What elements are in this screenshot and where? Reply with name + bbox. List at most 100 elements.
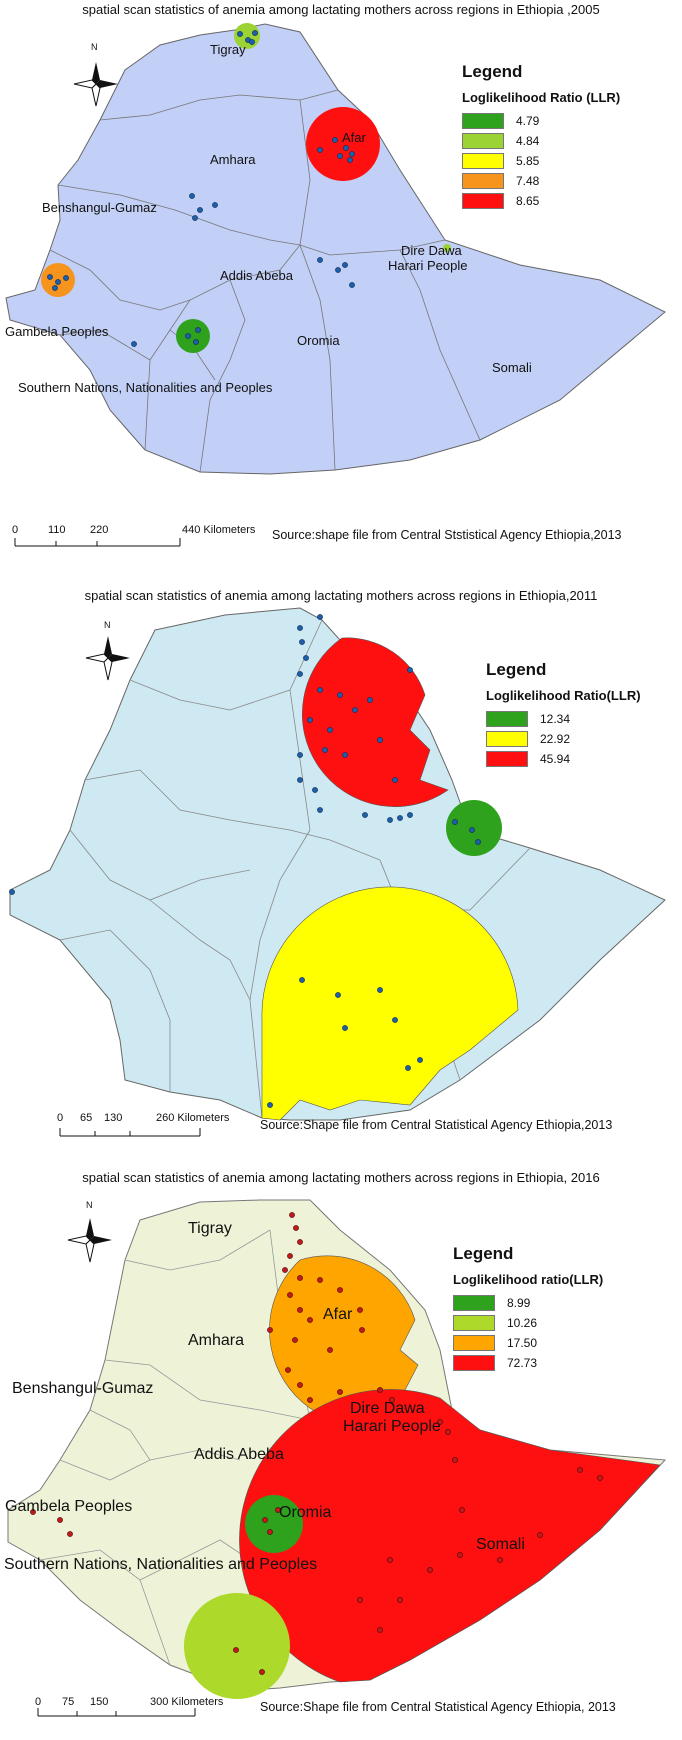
region-label-afar: Afar xyxy=(323,1306,353,1323)
legend-item: 5.85 xyxy=(462,151,620,171)
region-label-gambela: Gambela Peoples xyxy=(5,1498,133,1515)
region-borders xyxy=(59,619,531,1119)
cluster-diredawa-4.79 xyxy=(443,244,451,252)
legend-2011: Legend Loglikelihood Ratio(LLR) 12.34 22… xyxy=(486,660,641,769)
source-note: Source:Shape file from Central Statistic… xyxy=(260,1118,613,1132)
legend-label: 22.92 xyxy=(540,732,571,746)
region-label-snnp: Southern Nations, Nationalities and Peop… xyxy=(4,1556,318,1573)
map-2016 xyxy=(7,1199,667,1717)
cluster-afar-45.94 xyxy=(302,637,449,807)
scale-label: 0 xyxy=(12,524,19,536)
scale-label: 0 xyxy=(35,1696,42,1708)
region-label-oromia: Oromia xyxy=(279,1504,332,1521)
legend-subtitle: Loglikelihood Ratio(LLR) xyxy=(486,688,641,703)
legend-item: 4.84 xyxy=(462,131,620,151)
legend-label: 8.65 xyxy=(516,194,540,208)
legend-item: 10.26 xyxy=(453,1313,603,1333)
legend-label: 4.84 xyxy=(516,134,540,148)
legend-label: 8.99 xyxy=(507,1296,531,1310)
region-label-amhara: Amhara xyxy=(188,1332,245,1349)
legend-item: 4.79 xyxy=(462,111,620,131)
scale-label: 110 xyxy=(48,524,66,536)
map-title: spatial scan statistics of anemia among … xyxy=(82,2,600,17)
region-label-diredawa: Dire Dawa xyxy=(350,1400,425,1417)
map-panel-2011: spatial scan statistics of anemia among … xyxy=(0,580,682,1160)
scale-label: 130 xyxy=(104,1112,123,1124)
region-label-snnp: Southern Nations, Nationalities and Peop… xyxy=(18,380,273,395)
region-label-addis: Addis Abeba xyxy=(194,1446,284,1463)
scale-label: 300 Kilometers xyxy=(150,1696,224,1708)
cluster-oromia-8.99 xyxy=(245,1495,303,1553)
ethiopia-outline xyxy=(5,23,666,475)
map-2005 xyxy=(5,23,666,547)
map-title: spatial scan statistics of anemia among … xyxy=(84,588,598,603)
legend-2005: Legend Loglikelihood Ratio (LLR) 4.79 4.… xyxy=(462,62,620,211)
region-label-oromia: Oromia xyxy=(297,333,340,348)
legend-label: 5.85 xyxy=(516,154,540,168)
region-label-benshangul: Benshangul-Gumaz xyxy=(12,1380,154,1397)
region-label-somali: Somali xyxy=(492,360,532,375)
map-title: spatial scan statistics of anemia among … xyxy=(82,1170,600,1185)
region-label-harari: Harari People xyxy=(343,1418,441,1435)
sample-points-2016 xyxy=(30,1212,603,1675)
scale-label: 220 xyxy=(90,524,109,536)
region-label-amhara: Amhara xyxy=(210,152,256,167)
legend-title: Legend xyxy=(486,660,547,679)
sample-points-2005 xyxy=(47,30,355,347)
source-note: Source:shape file from Central Ststistic… xyxy=(272,528,622,542)
legend-2016: Legend Loglikelihood ratio(LLR) 8.99 10.… xyxy=(453,1244,603,1373)
region-label-afar: Afar xyxy=(342,130,366,145)
cluster-south-10.26 xyxy=(184,1593,290,1699)
scale-label: 0 xyxy=(57,1112,64,1124)
region-borders xyxy=(49,89,481,473)
map-2011 xyxy=(9,607,666,1137)
legend-title: Legend xyxy=(453,1244,514,1263)
north-label: N xyxy=(86,1200,93,1210)
cluster-snnp-4.79 xyxy=(176,319,210,353)
region-label-benshangul: Benshangul-Gumaz xyxy=(42,200,157,215)
region-label-tigray: Tigray xyxy=(210,42,246,57)
legend-item: 72.73 xyxy=(453,1353,603,1373)
region-borders xyxy=(39,1229,311,1690)
scale-bar xyxy=(59,1128,201,1137)
legend-item: 12.34 xyxy=(486,709,641,729)
legend-label: 7.48 xyxy=(516,174,540,188)
north-arrow-icon xyxy=(85,636,130,681)
cluster-ogaden-22.92 xyxy=(261,886,519,1121)
north-arrow-icon xyxy=(67,1218,112,1263)
scale-label: 440 Kilometers xyxy=(182,524,256,536)
legend-item: 45.94 xyxy=(486,749,641,769)
scale-bar xyxy=(14,538,181,547)
cluster-somali-72.73 xyxy=(239,1389,661,1683)
sample-points-2011 xyxy=(9,614,481,1108)
legend-label: 10.26 xyxy=(507,1316,538,1330)
legend-label: 72.73 xyxy=(507,1356,538,1370)
scale-label: 150 xyxy=(90,1696,109,1708)
north-label: N xyxy=(91,42,98,52)
region-label-addis: Addis Abeba xyxy=(220,268,294,283)
map-panel-2016: spatial scan statistics of anemia among … xyxy=(0,1160,682,1740)
scale-label: 75 xyxy=(62,1696,75,1708)
legend-item: 8.99 xyxy=(453,1293,603,1313)
legend-label: 45.94 xyxy=(540,752,571,766)
legend-label: 12.34 xyxy=(540,712,571,726)
legend-title: Legend xyxy=(462,62,523,81)
cluster-afar-8.65 xyxy=(306,107,380,181)
legend-item: 22.92 xyxy=(486,729,641,749)
legend-item: 8.65 xyxy=(462,191,620,211)
north-arrow-icon xyxy=(73,62,118,107)
map-panel-2005: spatial scan statistics of anemia among … xyxy=(0,0,682,580)
region-label-diredawa: Dire Dawa xyxy=(401,243,462,258)
scale-label: 260 Kilometers xyxy=(156,1112,230,1124)
legend-item: 7.48 xyxy=(462,171,620,191)
region-label-gambela: Gambela Peoples xyxy=(5,324,109,339)
region-label-tigray: Tigray xyxy=(188,1220,232,1237)
legend-subtitle: Loglikelihood Ratio (LLR) xyxy=(462,90,621,105)
legend-label: 4.79 xyxy=(516,114,540,128)
region-label-somali: Somali xyxy=(476,1536,525,1553)
legend-subtitle: Loglikelihood ratio(LLR) xyxy=(453,1272,604,1287)
legend-item: 17.50 xyxy=(453,1333,603,1353)
north-label: N xyxy=(104,620,111,630)
scale-bar xyxy=(37,1708,196,1717)
region-label-harari: Harari People xyxy=(388,258,468,273)
